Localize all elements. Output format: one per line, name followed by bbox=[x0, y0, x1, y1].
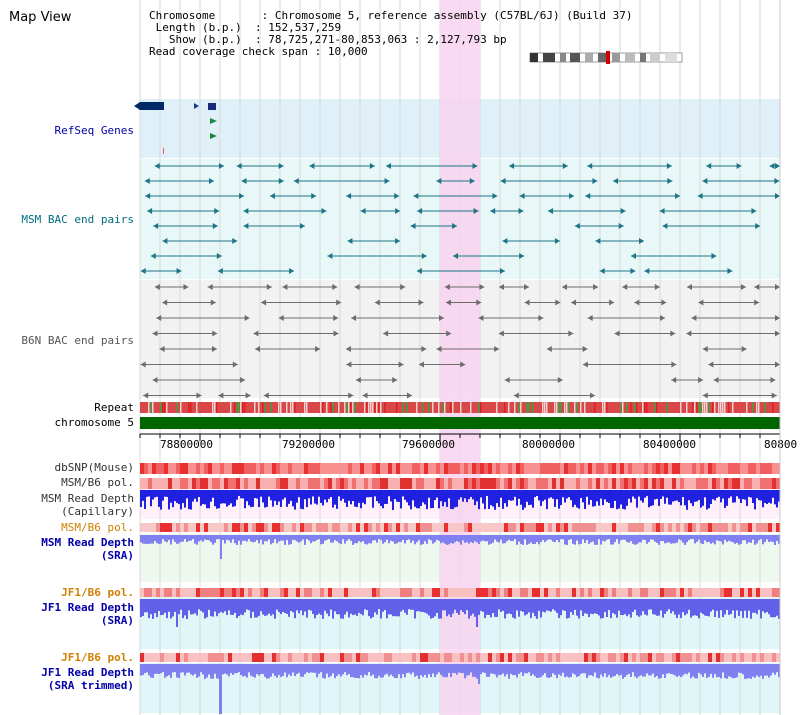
track-label-line: MSM Read Depth bbox=[41, 492, 134, 505]
coverage-label: Read coverage check span bbox=[149, 45, 308, 58]
axis-tick-label: 80000000 bbox=[522, 438, 575, 451]
track-label-line: (SRA trimmed) bbox=[47, 679, 134, 692]
chromosome-value: Chromosome 5, reference assembly (C57BL/… bbox=[274, 9, 633, 22]
chromosome-bar[interactable] bbox=[140, 417, 780, 429]
msm-b6-pol-heat-track-2[interactable] bbox=[140, 523, 780, 532]
track-label-msm-b6-pol-1[interactable]: MSM/B6 pol. bbox=[61, 476, 134, 489]
axis-tick-label: 78800000 bbox=[160, 438, 213, 451]
jf1-b6-pol-heat-track-2[interactable] bbox=[140, 653, 780, 662]
track-label-msm-bac[interactable]: MSM BAC end pairs bbox=[21, 213, 134, 226]
position-axis bbox=[139, 433, 781, 441]
jf1-b6-pol-heat-track-1[interactable] bbox=[140, 588, 780, 597]
track-label-line: MSM Read Depth bbox=[41, 536, 134, 549]
track-label-dbsnp[interactable]: dbSNP(Mouse) bbox=[54, 461, 134, 474]
show-label: Show (b.p.) bbox=[168, 33, 242, 46]
coverage-value: 10,000 bbox=[327, 45, 368, 58]
dbsnp-heat-track[interactable] bbox=[140, 463, 780, 474]
msm-read-depth-capillary[interactable] bbox=[140, 490, 780, 510]
repeat-track[interactable] bbox=[140, 402, 780, 413]
chromosome-ideogram[interactable] bbox=[529, 51, 683, 64]
axis-tick-label: 79600000 bbox=[402, 438, 455, 451]
length-value: 152,537,259 bbox=[268, 21, 342, 34]
track-label-line: (SRA) bbox=[100, 614, 134, 627]
page-title: Map View bbox=[9, 10, 72, 25]
msm-read-depth-sra[interactable] bbox=[140, 535, 780, 559]
axis-tick-label: 80800 bbox=[764, 438, 797, 451]
track-label-repeat[interactable]: Repeat bbox=[94, 401, 134, 414]
show-value: 78,725,271-80,853,063 : 2,127,793 bp bbox=[268, 33, 507, 46]
track-label-line: JF1 Read Depth bbox=[41, 601, 134, 614]
track-label-jf1-read-depth-sra[interactable]: JF1 Read Depth (SRA) bbox=[41, 601, 134, 627]
length-label: Length (b.p.) bbox=[155, 21, 242, 34]
track-label-msm-read-depth-sra[interactable]: MSM Read Depth (SRA) bbox=[41, 536, 134, 562]
b6n-bac-end-pairs[interactable] bbox=[140, 284, 780, 399]
msm-b6-pol-heat-track-1[interactable] bbox=[140, 478, 780, 489]
track-label-b6n-bac[interactable]: B6N BAC end pairs bbox=[21, 334, 134, 347]
track-label-msm-read-depth-cap[interactable]: MSM Read Depth (Capillary) bbox=[41, 492, 134, 518]
track-label-chromosome[interactable]: chromosome 5 bbox=[54, 416, 134, 429]
axis-tick-label: 80400000 bbox=[643, 438, 696, 451]
track-label-refseq[interactable]: RefSeq Genes bbox=[54, 124, 134, 137]
track-label-line: (SRA) bbox=[100, 549, 134, 562]
track-label-jf1-b6-pol-2[interactable]: JF1/B6 pol. bbox=[61, 651, 134, 664]
chromosome-label: Chromosome bbox=[149, 9, 216, 22]
track-label-jf1-read-depth-trimmed[interactable]: JF1 Read Depth (SRA trimmed) bbox=[41, 666, 134, 692]
ideogram-position-marker[interactable] bbox=[606, 51, 610, 64]
chromosome-info: Chromosome : Chromosome 5, reference ass… bbox=[149, 9, 633, 58]
track-label-jf1-b6-pol-1[interactable]: JF1/B6 pol. bbox=[61, 586, 134, 599]
msm-bac-end-pairs[interactable] bbox=[140, 163, 780, 274]
jf1-read-depth-sra-trimmed[interactable] bbox=[140, 664, 780, 714]
jf1-read-depth-sra[interactable] bbox=[140, 599, 780, 627]
track-label-msm-b6-pol-2[interactable]: MSM/B6 pol. bbox=[61, 521, 134, 534]
track-label-line: (Capillary) bbox=[61, 505, 134, 518]
axis-tick-label: 79200000 bbox=[282, 438, 335, 451]
refseq-gene-glyphs[interactable] bbox=[134, 102, 217, 154]
track-label-line: JF1 Read Depth bbox=[41, 666, 134, 679]
